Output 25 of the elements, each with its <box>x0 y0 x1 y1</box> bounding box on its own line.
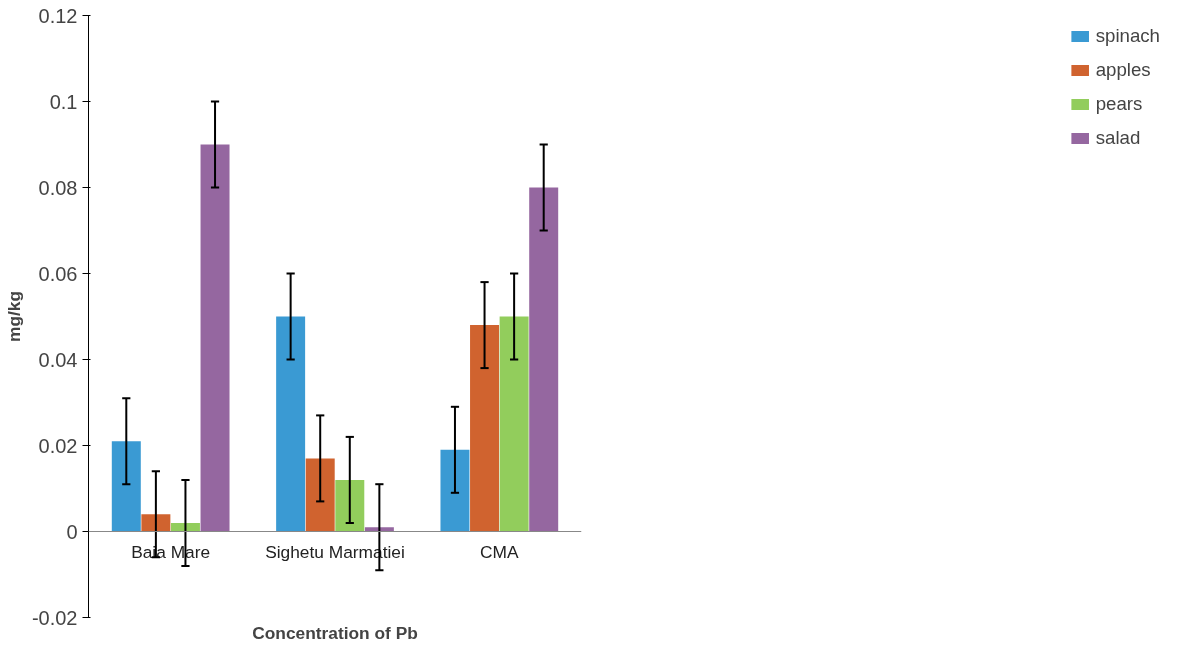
y-tick-label: 0.04 <box>38 348 78 371</box>
bar <box>440 449 470 532</box>
y-axis-title: mg/kg <box>3 290 24 343</box>
legend-label: pears <box>1095 93 1143 115</box>
y-tick-label: -0.02 <box>31 606 78 629</box>
bar <box>141 514 171 532</box>
bar <box>335 479 365 532</box>
x-tick-label: CMA <box>480 541 520 562</box>
bar <box>276 316 306 532</box>
bar <box>200 144 230 532</box>
y-tick-label: 0.02 <box>38 434 78 457</box>
y-tick-label: 0.06 <box>38 262 78 285</box>
y-tick-label: 0.08 <box>38 176 78 199</box>
bar <box>305 458 335 532</box>
y-tick-label: 0.1 <box>49 90 78 113</box>
x-axis-title: Concentration of Pb <box>252 622 418 643</box>
legend-label: apples <box>1095 59 1151 81</box>
bar <box>470 325 500 532</box>
y-tick-label: 0.12 <box>38 4 78 27</box>
bar <box>499 316 529 532</box>
bar <box>529 187 559 532</box>
bar <box>111 441 141 532</box>
y-tick-label: 0 <box>66 520 78 543</box>
legend-label: salad <box>1095 127 1141 149</box>
legend-label: spinach <box>1095 25 1160 47</box>
